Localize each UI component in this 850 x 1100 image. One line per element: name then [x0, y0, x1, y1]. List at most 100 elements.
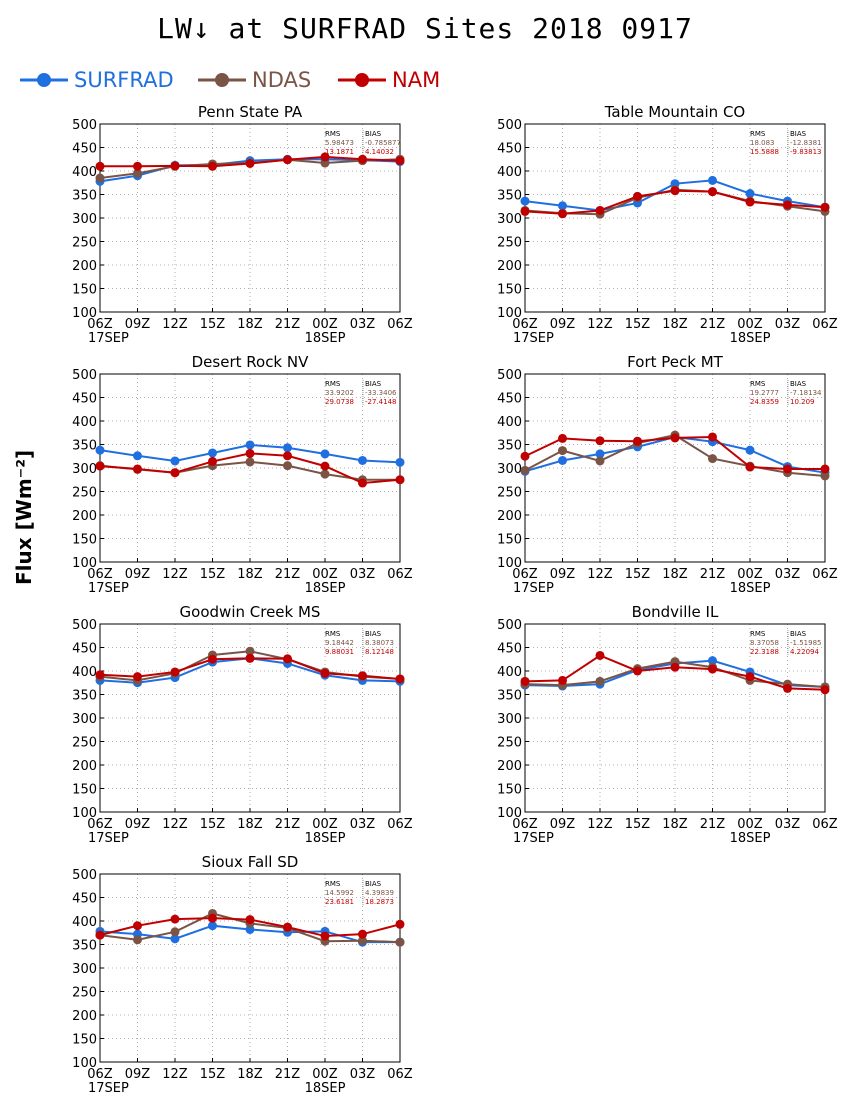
x-tick-label: 21Z [275, 1067, 301, 1082]
data-point-nam [633, 666, 642, 676]
panel-title: Goodwin Creek MS [180, 603, 321, 621]
x-tick-label: 00Z [737, 817, 763, 832]
x-tick-label: 06Z [387, 817, 413, 832]
data-point-ndas [820, 471, 830, 481]
data-point-nam [358, 478, 367, 488]
stats-nam-bias: 4.22094 [790, 648, 819, 656]
y-tick-label: 450 [497, 642, 522, 657]
data-point-nam [95, 670, 105, 680]
stats-ndas-bias: -7.18134 [790, 389, 822, 397]
stats-ndas-bias: -12.8381 [790, 139, 821, 147]
stats-nam-bias: -9.83813 [790, 148, 821, 156]
y-tick-label: 150 [497, 783, 522, 798]
legend-item-nam: NAM [336, 66, 440, 94]
x-tick-label: 15Z [200, 817, 226, 832]
data-point-ndas [245, 457, 255, 467]
x-tick-label: 09Z [125, 317, 151, 332]
x-tick-label: 21Z [275, 317, 301, 332]
y-tick-label: 200 [497, 509, 522, 524]
date-label-next-day: 18SEP [730, 831, 771, 846]
y-tick-label: 150 [497, 533, 522, 548]
stats-ndas-bias: 8.38073 [365, 639, 394, 647]
date-label-start: 17SEP [88, 331, 129, 346]
stats-header-rms: RMS [325, 380, 341, 388]
data-point-nam [595, 650, 605, 660]
data-point-ndas [395, 937, 405, 947]
y-tick-label: 450 [72, 642, 97, 657]
data-point-nam [283, 451, 292, 461]
x-tick-label: 21Z [275, 567, 301, 582]
x-tick-label: 06Z [512, 817, 538, 832]
stats-ndas-rms: 8.37058 [750, 639, 779, 647]
y-tick-label: 300 [497, 462, 522, 477]
y-tick-label: 400 [497, 165, 522, 180]
x-tick-label: 18Z [662, 817, 688, 832]
data-point-surfrad [395, 457, 405, 467]
y-tick-label: 450 [497, 392, 522, 407]
y-tick-label: 500 [497, 368, 522, 383]
x-tick-label: 03Z [350, 1067, 376, 1082]
x-tick-label: 09Z [125, 1067, 151, 1082]
x-tick-label: 15Z [625, 817, 651, 832]
y-tick-label: 450 [72, 392, 97, 407]
y-tick-label: 350 [72, 189, 97, 204]
date-label-next-day: 18SEP [305, 1081, 346, 1096]
data-point-nam [170, 914, 180, 924]
data-point-nam [245, 448, 255, 458]
data-point-nam [783, 683, 792, 693]
stats-nam-rms: 13.1871 [325, 148, 354, 156]
x-tick-label: 15Z [625, 317, 651, 332]
x-tick-label: 18Z [237, 817, 263, 832]
data-point-nam [745, 197, 755, 207]
stats-header-bias: BIAS [365, 880, 382, 888]
x-tick-label: 00Z [312, 1067, 338, 1082]
data-point-nam [820, 685, 830, 695]
data-point-nam [520, 676, 530, 686]
x-tick-label: 12Z [162, 1067, 188, 1082]
stats-header-rms: RMS [750, 130, 766, 138]
y-tick-label: 250 [72, 236, 97, 251]
data-point-nam [783, 200, 792, 210]
y-tick-label: 400 [72, 165, 97, 180]
y-tick-label: 250 [72, 486, 97, 501]
data-point-surfrad [170, 456, 180, 466]
data-point-surfrad [520, 196, 530, 206]
x-tick-label: 06Z [812, 317, 838, 332]
data-point-nam [245, 653, 255, 663]
stats-nam-bias: -27.4148 [365, 398, 396, 406]
stats-box: RMS BIAS 19.2777 -7.18134 24.8359 10.209 [750, 380, 822, 406]
data-point-nam [283, 155, 292, 165]
x-tick-label: 06Z [512, 317, 538, 332]
stats-ndas-rms: 18.083 [750, 139, 775, 147]
data-point-nam [133, 672, 142, 682]
data-point-surfrad [95, 445, 105, 455]
data-point-surfrad [170, 934, 180, 944]
data-point-nam [633, 436, 642, 446]
data-point-nam [320, 152, 330, 162]
data-point-ndas [245, 646, 255, 656]
y-tick-label: 450 [72, 142, 97, 157]
stats-ndas-rms: 33.9202 [325, 389, 354, 397]
x-tick-label: 18Z [662, 317, 688, 332]
stats-ndas-bias: 4.39839 [365, 889, 394, 897]
data-point-surfrad [358, 455, 367, 465]
data-point-nam [558, 433, 567, 443]
panel-title: Sioux Fall SD [202, 853, 299, 871]
x-tick-label: 00Z [737, 567, 763, 582]
y-tick-label: 300 [497, 212, 522, 227]
data-point-surfrad [320, 449, 330, 459]
date-label-start: 17SEP [513, 831, 554, 846]
data-point-ndas [170, 927, 180, 937]
data-point-nam [133, 161, 142, 171]
chart-panel-sioux-fall-sd: Sioux Fall SD 100 150 200 250 300 350 400 450 500… [72, 853, 413, 1096]
data-point-nam [708, 664, 717, 674]
date-label-next-day: 18SEP [305, 831, 346, 846]
data-point-nam [358, 671, 367, 681]
stats-header-rms: RMS [325, 630, 341, 638]
y-tick-label: 250 [497, 236, 522, 251]
data-point-nam [745, 462, 755, 472]
x-tick-label: 15Z [625, 567, 651, 582]
data-point-nam [558, 675, 567, 685]
stats-box: RMS BIAS 8.37058 -1.51985 22.3188 4.22094 [750, 630, 821, 656]
stats-header-rms: RMS [750, 630, 766, 638]
